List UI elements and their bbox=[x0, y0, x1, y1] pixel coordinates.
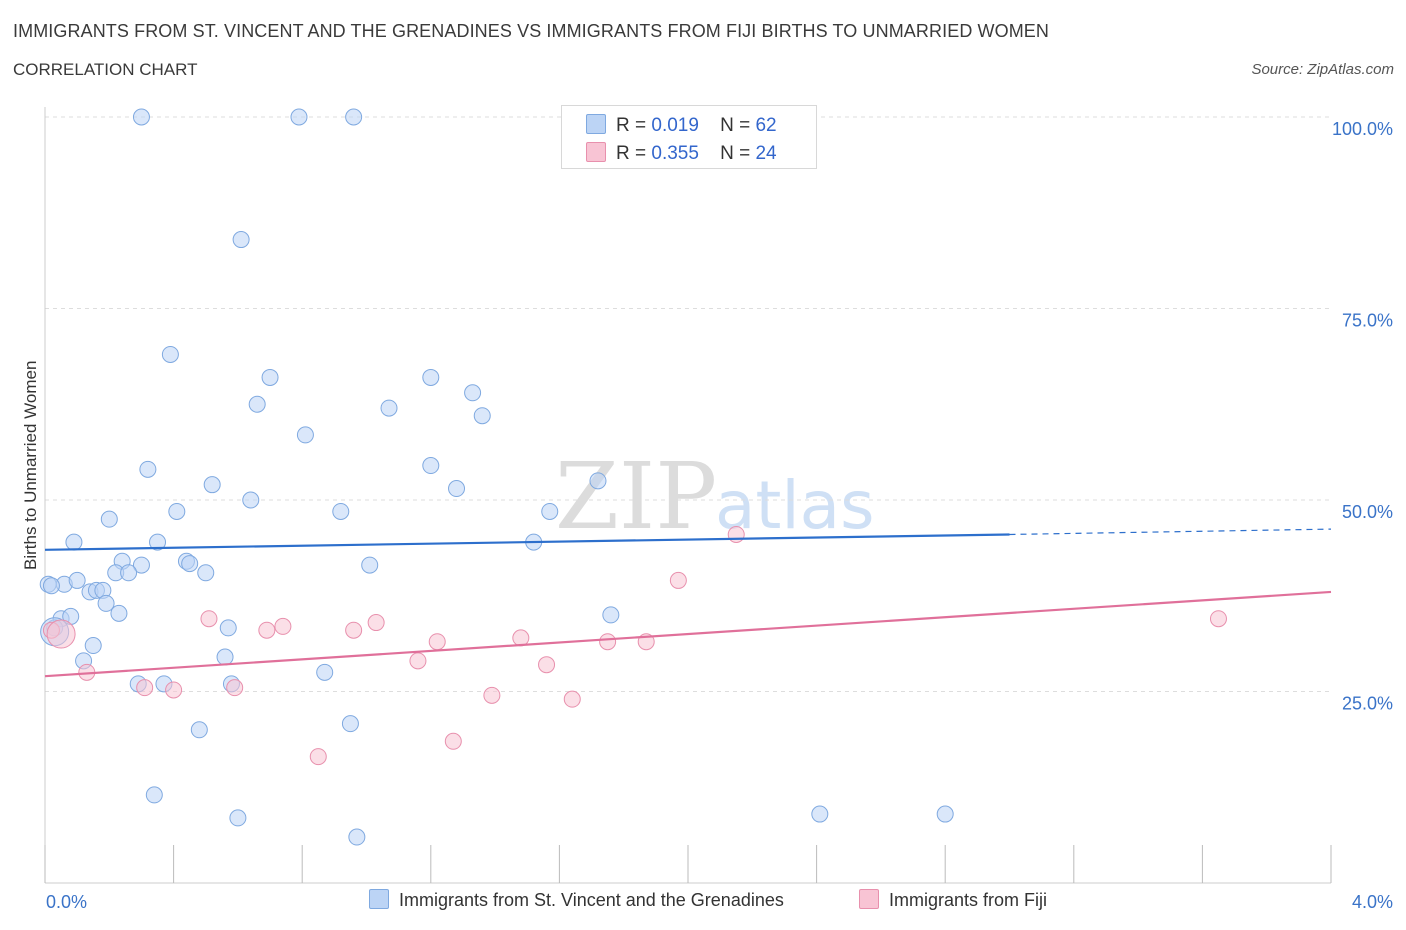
blue-n-label: N = bbox=[720, 115, 751, 136]
pink-point bbox=[512, 629, 530, 647]
pink-n-value: 24 bbox=[755, 143, 777, 164]
blue-point bbox=[361, 556, 379, 574]
blue-point bbox=[65, 533, 83, 551]
pink-point bbox=[483, 686, 501, 704]
pink-point bbox=[563, 690, 581, 708]
blue-trend-extension bbox=[1009, 528, 1332, 536]
blue-point bbox=[145, 786, 163, 804]
pink-point bbox=[165, 681, 183, 699]
blue-point bbox=[181, 555, 199, 573]
blue-point bbox=[541, 502, 559, 520]
pink-point bbox=[46, 619, 76, 649]
blue-point bbox=[132, 556, 150, 574]
blue-point bbox=[341, 715, 359, 733]
pink-point bbox=[345, 621, 363, 639]
blue-point bbox=[448, 480, 466, 498]
blue-point bbox=[149, 533, 167, 551]
pink-point bbox=[309, 748, 327, 766]
pink-point bbox=[274, 617, 292, 635]
pink-point bbox=[599, 633, 617, 651]
legend-pink-label: Immigrants from Fiji bbox=[889, 890, 1048, 910]
blue-swatch bbox=[586, 114, 606, 134]
blue-point bbox=[422, 457, 440, 475]
pink-point bbox=[727, 525, 745, 543]
blue-r-value: 0.019 bbox=[651, 115, 699, 136]
blue-point bbox=[190, 721, 208, 739]
blue-point bbox=[100, 510, 118, 528]
blue-point bbox=[203, 476, 221, 494]
blue-point bbox=[290, 108, 308, 126]
blue-point bbox=[464, 384, 482, 402]
blue-point bbox=[473, 407, 491, 425]
pink-point bbox=[1209, 610, 1227, 628]
pink-r-label: R = bbox=[616, 143, 647, 164]
pink-point bbox=[428, 633, 446, 651]
blue-point bbox=[139, 460, 157, 478]
blue-point bbox=[261, 368, 279, 386]
legend-pink-swatch bbox=[859, 889, 879, 909]
x-tick-label: 4.0% bbox=[1352, 892, 1393, 912]
stats-row-blue: R = 0.019 N = 62 bbox=[586, 114, 777, 138]
blue-point bbox=[348, 828, 366, 846]
pink-r-value: 0.355 bbox=[651, 143, 699, 164]
pink-point bbox=[444, 732, 462, 750]
blue-r-label: R = bbox=[616, 115, 647, 136]
pink-trend-line bbox=[44, 590, 1332, 678]
legend-blue-label: Immigrants from St. Vincent and the Gren… bbox=[399, 890, 784, 910]
source-credit: Source: ZipAtlas.com bbox=[1251, 61, 1394, 78]
chart-title: IMMIGRANTS FROM ST. VINCENT AND THE GREN… bbox=[13, 21, 1050, 41]
pink-point bbox=[226, 679, 244, 697]
blue-point bbox=[197, 564, 215, 582]
pink-n-label: N = bbox=[720, 143, 751, 164]
blue-point bbox=[97, 594, 115, 612]
blue-point bbox=[42, 577, 60, 595]
blue-point bbox=[120, 564, 138, 582]
y-tick-label: 50.0% bbox=[1342, 502, 1393, 522]
y-tick-label: 75.0% bbox=[1342, 311, 1393, 331]
pink-point bbox=[200, 610, 218, 628]
blue-trend-line bbox=[44, 533, 1010, 551]
chart-subtitle: CORRELATION CHART bbox=[13, 60, 198, 79]
blue-point bbox=[216, 648, 234, 666]
legend-item-pink[interactable]: Immigrants from Fiji bbox=[859, 889, 1047, 911]
pink-point bbox=[409, 652, 427, 670]
blue-point bbox=[345, 108, 363, 126]
blue-point bbox=[811, 805, 829, 823]
stats-row-pink: R = 0.355 N = 24 bbox=[586, 142, 777, 166]
blue-point bbox=[168, 502, 186, 520]
blue-point bbox=[316, 663, 334, 681]
blue-point bbox=[84, 637, 102, 655]
blue-point bbox=[161, 345, 179, 363]
blue-point bbox=[422, 368, 440, 386]
pink-point bbox=[258, 621, 276, 639]
pink-swatch bbox=[586, 142, 606, 162]
pink-point bbox=[538, 656, 556, 674]
blue-point bbox=[232, 231, 250, 249]
blue-point bbox=[132, 108, 150, 126]
pink-point bbox=[367, 614, 385, 632]
pink-point bbox=[136, 679, 154, 697]
blue-point bbox=[602, 606, 620, 624]
blue-point bbox=[936, 805, 954, 823]
blue-point bbox=[110, 604, 128, 622]
legend-item-blue[interactable]: Immigrants from St. Vincent and the Gren… bbox=[369, 889, 784, 911]
blue-point bbox=[242, 491, 260, 509]
blue-point bbox=[296, 426, 314, 444]
pink-point bbox=[669, 571, 687, 589]
blue-point bbox=[332, 502, 350, 520]
blue-point bbox=[219, 619, 237, 637]
blue-point bbox=[589, 472, 607, 490]
x-tick-label: 0.0% bbox=[46, 892, 87, 912]
stats-box: R = 0.019 N = 62 R = 0.355 N = 24 bbox=[561, 105, 817, 169]
watermark-zip: ZIP bbox=[555, 443, 717, 550]
blue-point bbox=[68, 571, 86, 589]
blue-point bbox=[380, 399, 398, 417]
legend-blue-swatch bbox=[369, 889, 389, 909]
y-tick-label: 25.0% bbox=[1342, 694, 1393, 714]
y-tick-label: 100.0% bbox=[1332, 119, 1393, 139]
blue-point bbox=[248, 395, 266, 413]
blue-point bbox=[229, 809, 247, 827]
blue-n-value: 62 bbox=[755, 115, 777, 136]
